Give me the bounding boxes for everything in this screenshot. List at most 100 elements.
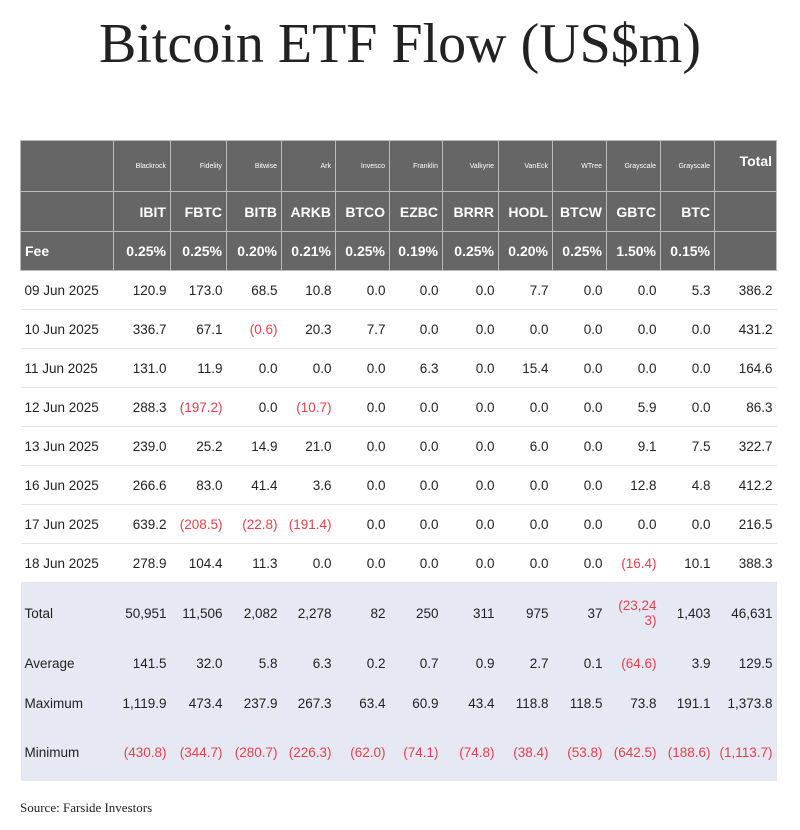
empty-cell (20, 140, 114, 192)
flow-cell: 0.0 (335, 387, 390, 427)
flow-cell: 288.3 (113, 387, 171, 427)
date-cell: 11 Jun 2025 (20, 348, 114, 388)
stats-cell: (38.4) (498, 723, 553, 781)
fee-cell: 0.15% (660, 231, 715, 271)
stats-cell: 5.8 (226, 643, 282, 683)
table-row: 10 Jun 2025 336.7 67.1 (0.6) 20.3 7.7 0.0 0.0 0.… (20, 309, 777, 349)
ticker-header: FBTC (170, 191, 227, 232)
flow-cell: 0.0 (335, 348, 390, 388)
flow-cell: 4.8 (660, 465, 715, 505)
flow-cell: 10.8 (281, 270, 336, 310)
flow-cell: 0.0 (281, 348, 336, 388)
flow-cell: 86.3 (714, 387, 777, 427)
flow-cell: 10.1 (660, 543, 715, 583)
flow-cell: 120.9 (113, 270, 171, 310)
flow-cell: 104.4 (170, 543, 227, 583)
date-cell: 18 Jun 2025 (20, 543, 114, 583)
stats-row: Maximum 1,119.9 473.4 237.9 267.3 63.4 60.9 43.… (20, 683, 777, 723)
fee-cell: 0.20% (226, 231, 282, 271)
stats-cell: 473.4 (170, 683, 227, 723)
flow-cell: 0.0 (389, 309, 443, 349)
table-row: 13 Jun 2025 239.0 25.2 14.9 21.0 0.0 0.0 0.0 6.0… (20, 426, 777, 466)
stats-cell: (430.8) (113, 723, 171, 781)
flow-cell: 0.0 (552, 465, 607, 505)
flow-cell: (208.5) (170, 504, 227, 544)
stats-cell: (188.6) (660, 723, 715, 781)
flow-cell: 0.0 (442, 426, 499, 466)
flow-cell: 0.0 (660, 387, 715, 427)
table-row: 17 Jun 2025 639.2 (208.5) (22.8) (191.4) 0.0 0… (20, 504, 777, 544)
flow-cell: 21.0 (281, 426, 336, 466)
flow-cell: 0.0 (442, 504, 499, 544)
flow-cell: 0.0 (606, 270, 661, 310)
flow-cell: 0.0 (606, 348, 661, 388)
flow-cell: 336.7 (113, 309, 171, 349)
flow-cell: 386.2 (714, 270, 777, 310)
flow-cell: 12.8 (606, 465, 661, 505)
table-row: 18 Jun 2025 278.9 104.4 11.3 0.0 0.0 0.0 0.0 0.0… (20, 543, 777, 583)
stats-cell: 311 (442, 582, 499, 643)
empty-cell (714, 191, 777, 232)
flow-cell: 0.0 (606, 309, 661, 349)
ticker-header-row: IBIT FBTC BITB ARKB BTCO EZBC BRRR HODL BTCW GBTC… (20, 191, 777, 232)
fee-cell: 0.19% (389, 231, 443, 271)
flow-cell: 0.0 (389, 426, 443, 466)
ticker-header: BTC (660, 191, 715, 232)
table-row: 11 Jun 2025 131.0 11.9 0.0 0.0 0.0 6.3 0.0 15.4 0… (20, 348, 777, 388)
date-cell: 12 Jun 2025 (20, 387, 114, 427)
fee-cell: 0.25% (113, 231, 171, 271)
stats-cell: 118.5 (552, 683, 607, 723)
stats-label: Total (20, 582, 114, 643)
stats-cell: (53.8) (552, 723, 607, 781)
flow-cell: 0.0 (660, 348, 715, 388)
flow-cell: 0.0 (335, 465, 390, 505)
stats-cell: 60.9 (389, 683, 443, 723)
flow-cell: 173.0 (170, 270, 227, 310)
flow-cell: 0.0 (660, 504, 715, 544)
stats-cell: 250 (389, 582, 443, 643)
stats-cell: (226.3) (281, 723, 336, 781)
flow-cell: 0.0 (498, 309, 553, 349)
stats-cell: 191.1 (660, 683, 715, 723)
stats-cell: 267.3 (281, 683, 336, 723)
ticker-header: ARKB (281, 191, 336, 232)
flow-cell: 0.0 (442, 348, 499, 388)
flow-cell: 0.0 (552, 426, 607, 466)
flow-cell: 0.0 (498, 465, 553, 505)
flow-cell: 0.0 (442, 465, 499, 505)
flow-cell: 0.0 (498, 543, 553, 583)
flow-cell: 0.0 (442, 543, 499, 583)
stats-cell: 73.8 (606, 683, 661, 723)
flow-cell: (197.2) (170, 387, 227, 427)
stats-label: Maximum (20, 683, 114, 723)
flow-cell: 278.9 (113, 543, 171, 583)
flow-cell: 0.0 (335, 270, 390, 310)
issuer-header: Invesco (335, 140, 390, 192)
fee-cell: 1.50% (606, 231, 661, 271)
flow-cell: 7.7 (335, 309, 390, 349)
stats-cell: 2.7 (498, 643, 553, 683)
flow-cell: 0.0 (389, 504, 443, 544)
stats-cell: 118.8 (498, 683, 553, 723)
fee-cell: 0.25% (335, 231, 390, 271)
issuer-header-row: Blackrock Fidelity Bitwise Ark Invesco Frankl… (20, 140, 777, 192)
flow-cell: 67.1 (170, 309, 227, 349)
source-note: Source: Farside Investors (20, 800, 153, 815)
stats-cell: (64.6) (606, 643, 661, 683)
stats-cell: (74.1) (389, 723, 443, 781)
stats-cell: 63.4 (335, 683, 390, 723)
flow-cell: (10.7) (281, 387, 336, 427)
total-header: Total (714, 140, 777, 192)
date-cell: 10 Jun 2025 (20, 309, 114, 349)
flow-cell: 0.0 (552, 270, 607, 310)
stats-cell: 0.7 (389, 643, 443, 683)
page-title: Bitcoin ETF Flow (US$m) (98, 13, 702, 75)
stats-cell: 237.9 (226, 683, 282, 723)
flow-cell: 639.2 (113, 504, 171, 544)
stats-cell: 50,951 (113, 582, 171, 643)
flow-cell: 322.7 (714, 426, 777, 466)
issuer-header: Franklin (389, 140, 443, 192)
flow-cell: 266.6 (113, 465, 171, 505)
stats-label: Average (20, 643, 114, 683)
stats-cell: 6.3 (281, 643, 336, 683)
